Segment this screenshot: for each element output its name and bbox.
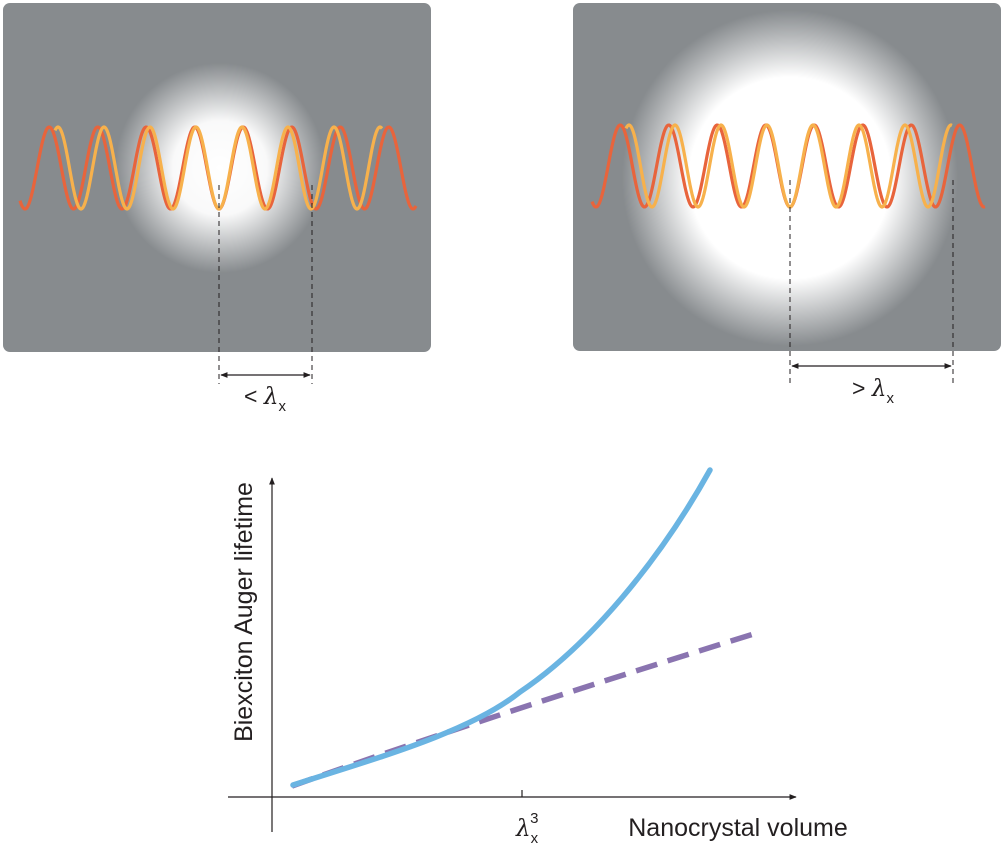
exciton-glow <box>622 10 958 346</box>
auger-lifetime-curve <box>290 467 713 788</box>
y-axis-label: Biexciton Auger lifetime <box>230 482 258 742</box>
wavefunction-yellow <box>53 125 384 211</box>
lifetime-plot: Biexciton Auger lifetime Nanocrystal vol… <box>228 467 848 847</box>
spacing-label-small: < λx <box>244 383 286 415</box>
spacing-indicator-small: < λx <box>218 185 313 415</box>
panel-small-nanocrystal <box>3 3 431 352</box>
spacing-label-large: > λx <box>852 375 894 407</box>
x-tick-label: λx3 <box>515 810 539 847</box>
exciton-glow <box>115 63 325 273</box>
wavefunction-yellow <box>624 123 953 209</box>
x-axis-label: Nanocrystal volume <box>628 814 848 842</box>
panel-large-nanocrystal <box>573 3 1001 351</box>
spacing-indicator-large: > λx <box>789 180 954 407</box>
